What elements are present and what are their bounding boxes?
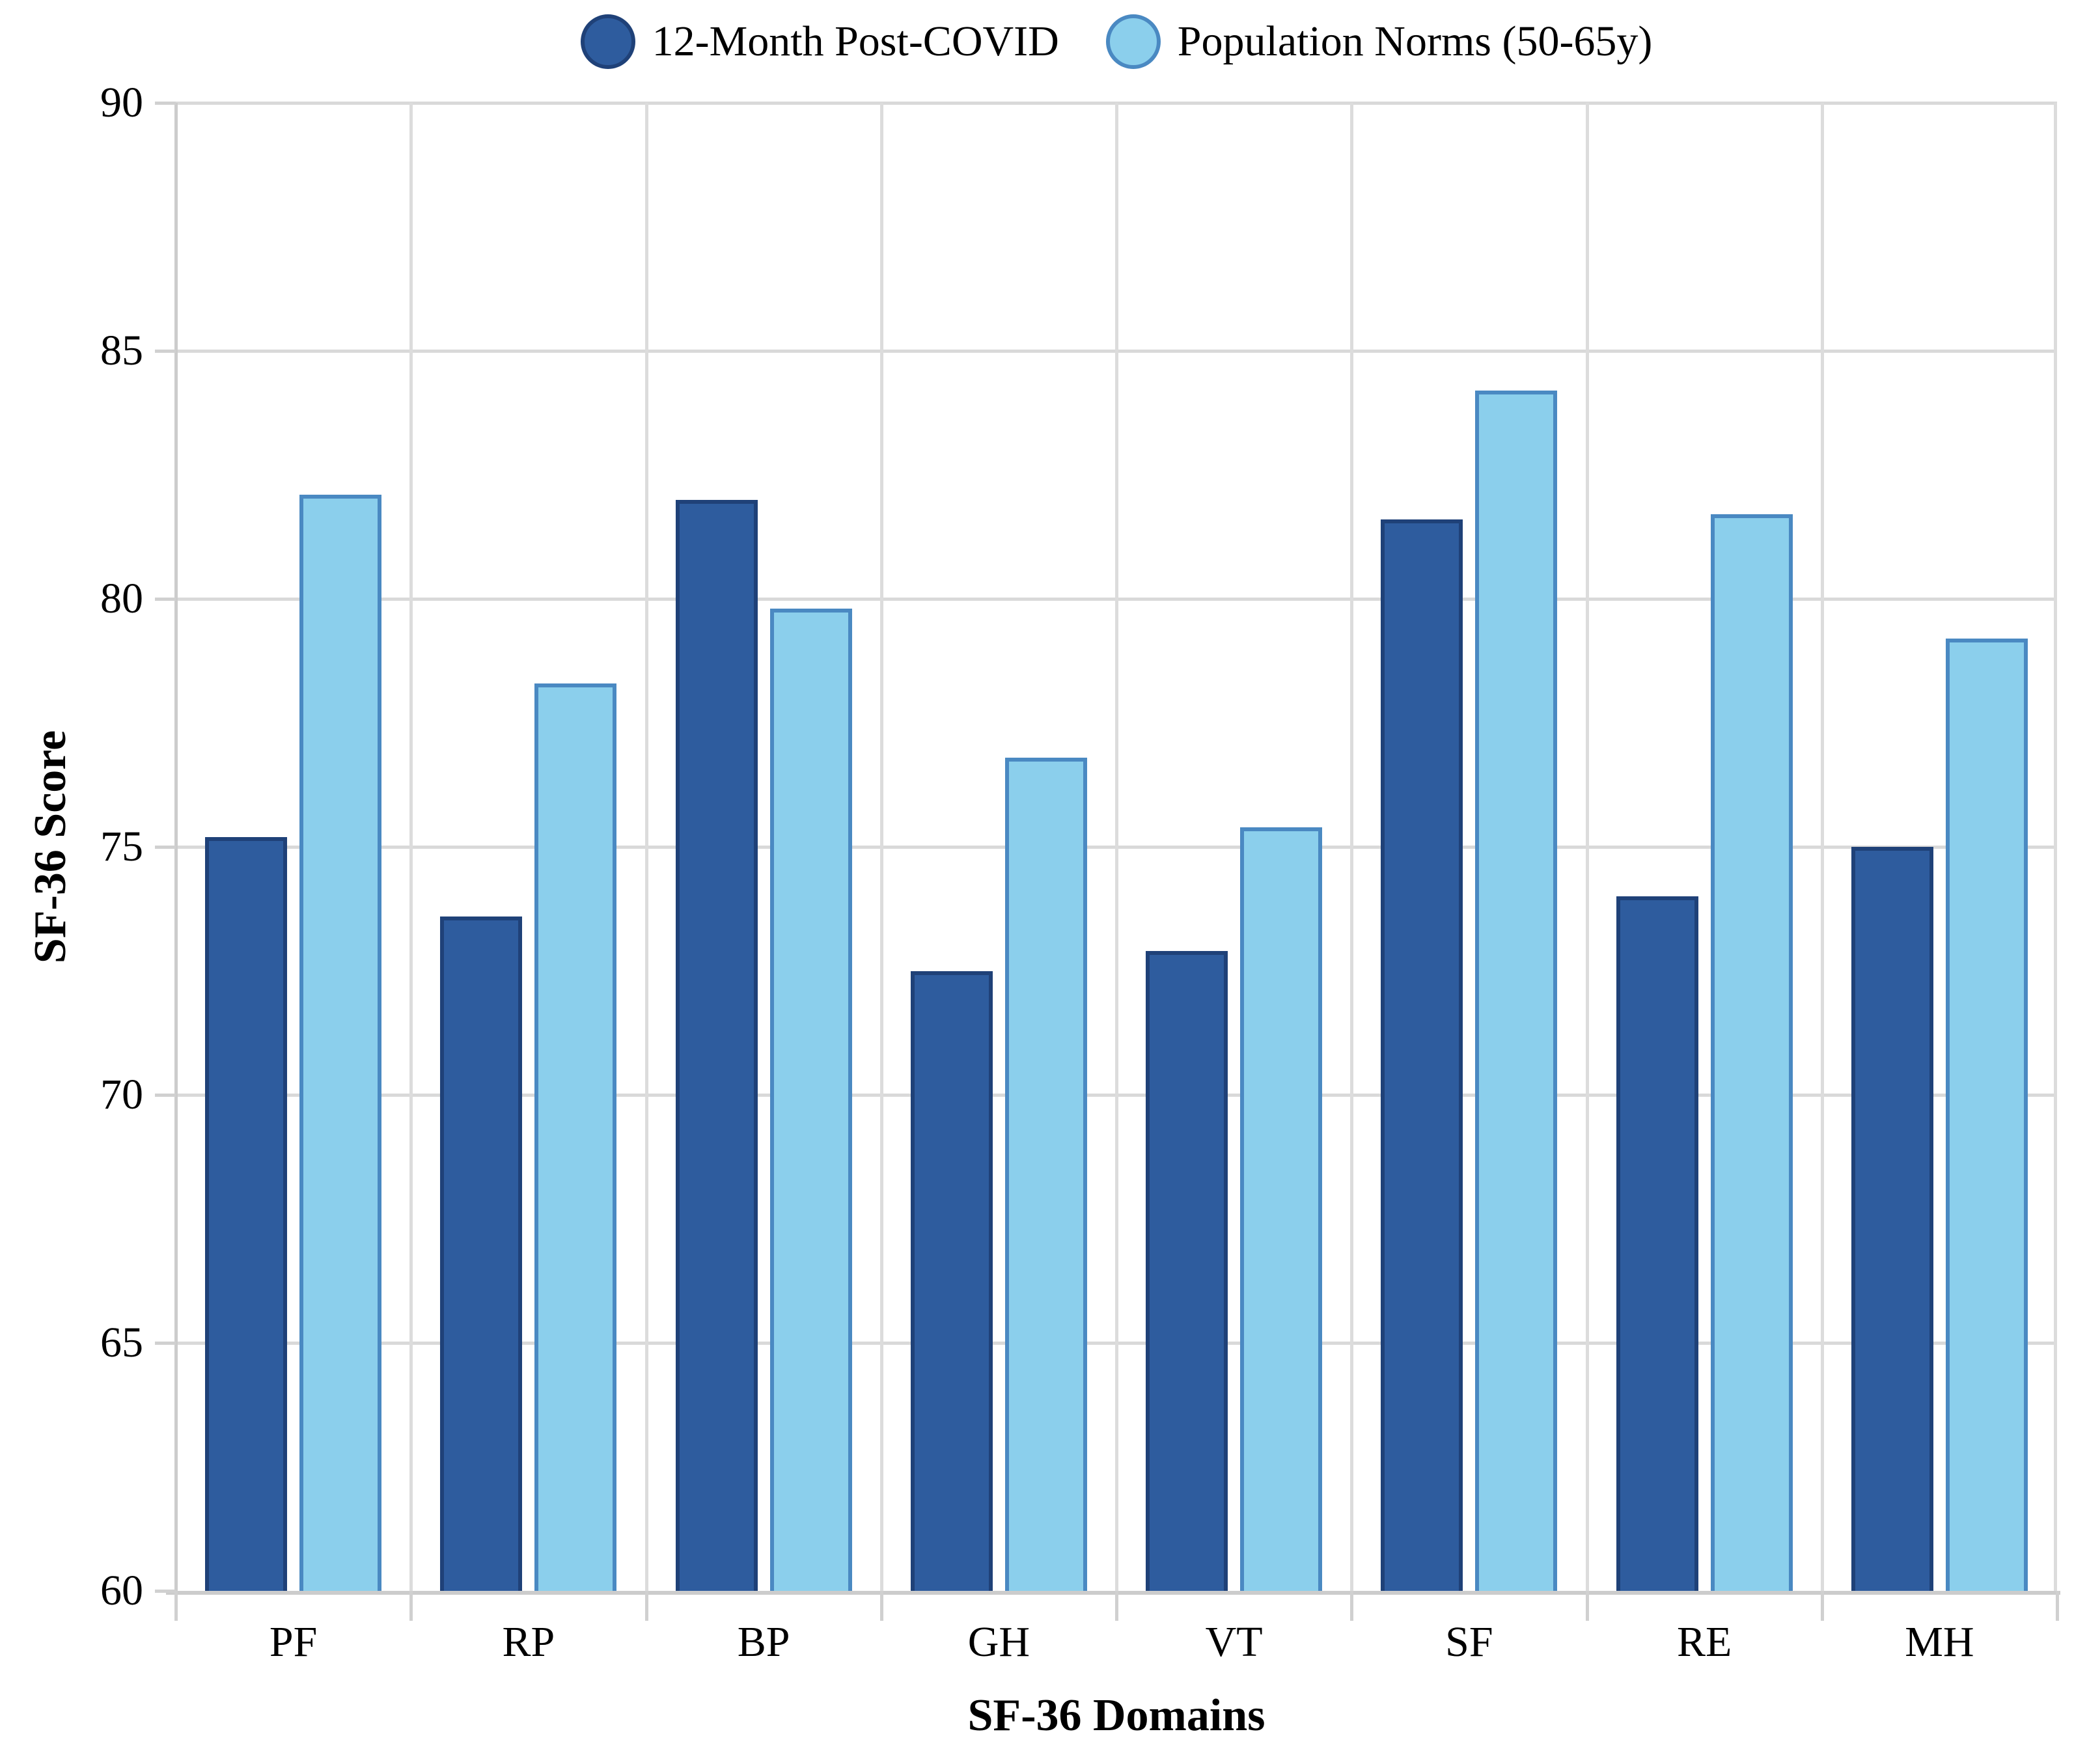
v-gridline-3 xyxy=(879,103,883,1591)
y-tick-mark xyxy=(155,598,176,601)
y-tick-mark xyxy=(155,846,176,849)
v-gridline-4 xyxy=(1115,103,1118,1591)
plot-area xyxy=(176,102,2057,1591)
x-tick-label-RE: RE xyxy=(1676,1618,1732,1666)
y-tick-label: 75 xyxy=(100,823,143,870)
x-tick-label-BP: BP xyxy=(737,1618,790,1666)
bar-PF-series0 xyxy=(205,836,288,1591)
x-tick-mark xyxy=(1350,1591,1354,1621)
bar-VT-series0 xyxy=(1146,951,1228,1591)
bar-RP-series1 xyxy=(534,683,617,1591)
bar-GH-series0 xyxy=(910,971,993,1591)
x-tick-label-RP: RP xyxy=(502,1618,555,1666)
y-tick-mark xyxy=(155,1094,176,1097)
x-tick-label-VT: VT xyxy=(1205,1618,1263,1666)
x-axis-line xyxy=(166,1591,2060,1595)
v-gridline-1 xyxy=(409,103,413,1591)
y-tick-mark xyxy=(155,350,176,353)
chart-legend: 12-Month Post-COVID Population Norms (50… xyxy=(176,8,2057,76)
bar-PF-series1 xyxy=(299,494,382,1591)
y-axis-title: SF-36 Score xyxy=(25,730,76,964)
x-tick-mark xyxy=(174,1591,178,1621)
x-tick-mark xyxy=(1585,1591,1589,1621)
y-tick-mark xyxy=(155,1342,176,1345)
bar-RE-series0 xyxy=(1616,896,1698,1591)
y-tick-label: 90 xyxy=(100,79,143,126)
v-gridline-6 xyxy=(1585,103,1589,1591)
bar-MH-series1 xyxy=(1945,638,2028,1591)
x-tick-label-GH: GH xyxy=(967,1618,1030,1666)
y-tick-label: 85 xyxy=(100,327,143,374)
x-tick-label-PF: PF xyxy=(269,1618,318,1666)
bar-BP-series0 xyxy=(675,499,758,1591)
x-tick-mark xyxy=(1820,1591,1824,1621)
x-tick-label-MH: MH xyxy=(1905,1618,1974,1666)
y-tick-mark xyxy=(155,102,176,105)
y-axis-line xyxy=(174,103,178,1594)
bar-BP-series1 xyxy=(769,609,852,1591)
legend-item-post-covid: 12-Month Post-COVID xyxy=(580,14,1059,69)
y-tick-label: 80 xyxy=(100,575,143,622)
legend-label-population-norms: Population Norms (50-65y) xyxy=(1177,18,1653,65)
legend-label-post-covid: 12-Month Post-COVID xyxy=(652,18,1059,65)
bar-SF-series1 xyxy=(1475,390,1558,1591)
bar-RP-series0 xyxy=(440,916,523,1591)
legend-item-population-norms: Population Norms (50-65y) xyxy=(1105,14,1653,69)
v-gridline-7 xyxy=(1820,103,1824,1591)
y-tick-label: 70 xyxy=(100,1071,143,1118)
x-tick-mark xyxy=(879,1591,883,1621)
y-tick-mark xyxy=(155,1590,176,1593)
y-tick-label: 60 xyxy=(100,1567,143,1614)
legend-circle-icon xyxy=(580,14,635,69)
v-gridline-2 xyxy=(644,103,648,1591)
bar-VT-series1 xyxy=(1240,827,1323,1591)
bar-MH-series0 xyxy=(1851,847,1933,1591)
x-tick-mark xyxy=(1115,1591,1118,1621)
y-tick-label: 65 xyxy=(100,1319,143,1366)
bar-RE-series1 xyxy=(1710,514,1793,1591)
x-tick-label-SF: SF xyxy=(1445,1618,1493,1666)
bar-GH-series1 xyxy=(1004,757,1087,1591)
x-axis-title: SF-36 Domains xyxy=(967,1690,1265,1741)
bar-SF-series0 xyxy=(1381,519,1463,1591)
x-tick-mark xyxy=(644,1591,648,1621)
v-gridline-8 xyxy=(2054,103,2057,1591)
legend-circle-icon xyxy=(1105,14,1161,69)
v-gridline-5 xyxy=(1350,103,1354,1591)
x-tick-mark xyxy=(409,1591,413,1621)
x-tick-mark xyxy=(2056,1591,2059,1621)
